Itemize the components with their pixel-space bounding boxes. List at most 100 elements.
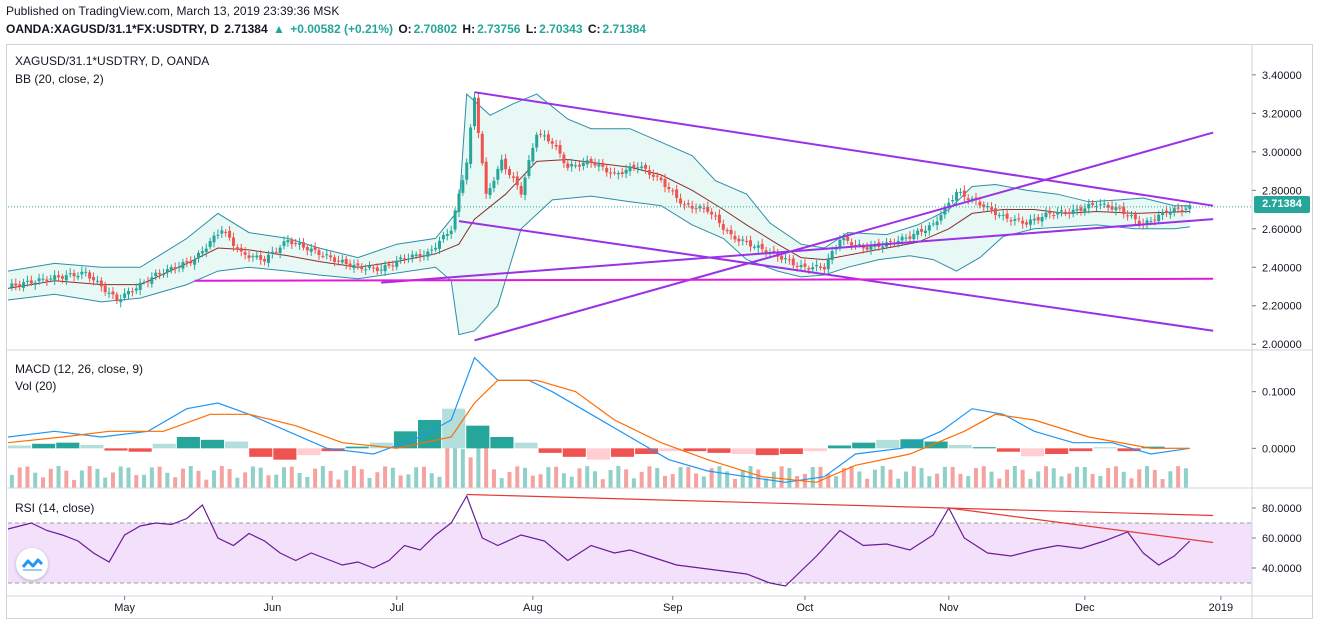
candle-body: [729, 229, 733, 235]
candle-body: [620, 172, 624, 175]
candle-body: [438, 240, 442, 249]
volume-bar: [118, 466, 123, 488]
candle-body: [333, 257, 337, 262]
candle-body: [1157, 214, 1161, 222]
candle-body: [445, 233, 449, 236]
candle-body: [1052, 215, 1056, 217]
volume-bar: [662, 475, 667, 488]
candle-body: [1036, 217, 1040, 221]
volume-bar: [670, 474, 675, 488]
volume-bar: [981, 466, 986, 488]
candle-body: [912, 233, 916, 240]
candle-body: [504, 158, 508, 170]
candle-body: [360, 265, 364, 270]
candle-body: [1028, 219, 1032, 225]
candle-body: [259, 255, 263, 260]
candle-body: [1118, 207, 1122, 209]
candle-body: [37, 278, 41, 282]
macd-histogram-bar: [8, 445, 32, 449]
candle-body: [1133, 214, 1137, 220]
candle-body: [612, 172, 616, 174]
volume-bar: [740, 469, 745, 488]
volume-bar: [445, 446, 450, 488]
candle-body: [208, 241, 212, 248]
candle-body: [150, 277, 154, 284]
volume-bar: [538, 474, 543, 488]
candle-body: [426, 251, 430, 257]
price-tick-label: 3.40000: [1262, 70, 1302, 82]
macd-histogram-bar: [803, 448, 828, 452]
volume-bar: [126, 467, 131, 488]
candle-body: [970, 198, 974, 200]
candle-body: [173, 267, 177, 269]
candle-body: [993, 208, 997, 216]
volume-bar: [1137, 469, 1142, 488]
candle-body: [667, 186, 671, 190]
candle-body: [756, 245, 760, 248]
candle-body: [301, 242, 305, 248]
volume-bar: [732, 478, 737, 488]
macd-histogram-bar: [562, 448, 586, 457]
volume-bar: [647, 466, 652, 488]
candle-body: [1063, 211, 1067, 214]
candle-body: [640, 166, 644, 169]
volume-bar: [491, 469, 496, 488]
candle-body: [45, 279, 49, 282]
volume-bar: [585, 466, 590, 488]
macd-histogram-bar: [538, 448, 562, 453]
price-tick-label: 2.60000: [1262, 224, 1302, 236]
macd-histogram-bar: [345, 446, 369, 449]
time-tick-label: May: [114, 602, 135, 614]
candle-body: [484, 161, 488, 194]
candle-body: [581, 162, 585, 166]
tradingview-logo-icon[interactable]: [16, 548, 48, 580]
candle-body: [749, 240, 753, 247]
macd-histogram-bar: [490, 437, 514, 449]
candle-body: [434, 247, 438, 250]
volume-bar: [631, 478, 636, 488]
candle-body: [1168, 212, 1172, 215]
candle-body: [787, 259, 791, 261]
volume-bar: [1176, 466, 1181, 488]
candle-body: [290, 240, 294, 245]
time-tick-label: Jun: [263, 602, 281, 614]
candle-body: [1040, 217, 1044, 222]
candle-body: [266, 254, 270, 263]
candle-body: [158, 272, 162, 275]
volume-bar: [266, 475, 271, 488]
candle-body: [14, 283, 18, 286]
candle-body: [850, 242, 854, 246]
volume-bar: [810, 466, 815, 488]
candle-body: [239, 247, 243, 252]
trendline-horizontal-support: [194, 277, 1214, 282]
volume-bar: [142, 474, 147, 488]
volume-bar: [110, 472, 115, 488]
candle-body: [1184, 208, 1188, 210]
candle-body: [1153, 219, 1157, 221]
candle-body: [247, 255, 251, 259]
candle-body: [1098, 204, 1102, 206]
candle-body: [725, 230, 729, 232]
macd-histogram-bar: [586, 448, 610, 460]
candle-body: [88, 272, 92, 279]
volume-bar: [1090, 474, 1095, 488]
candle-body: [204, 248, 208, 252]
macd-histogram-bar: [731, 448, 755, 454]
macd-histogram-bar: [610, 448, 635, 457]
high-value: 2.73756: [477, 22, 521, 36]
volume-bar: [499, 478, 504, 488]
volume-bar: [344, 470, 349, 488]
change-value: +0.00582 (+0.21%): [290, 22, 393, 36]
candle-body: [881, 246, 885, 248]
candle-body: [1079, 207, 1083, 211]
volume-bar: [95, 468, 100, 488]
candle-body: [527, 160, 531, 177]
volume-bar: [196, 470, 201, 488]
candle-body: [115, 294, 119, 302]
macd-histogram-bar: [683, 448, 707, 452]
candle-body: [196, 252, 200, 259]
candle-body: [84, 271, 88, 273]
volume-bar: [655, 467, 660, 488]
candle-body: [710, 211, 714, 215]
